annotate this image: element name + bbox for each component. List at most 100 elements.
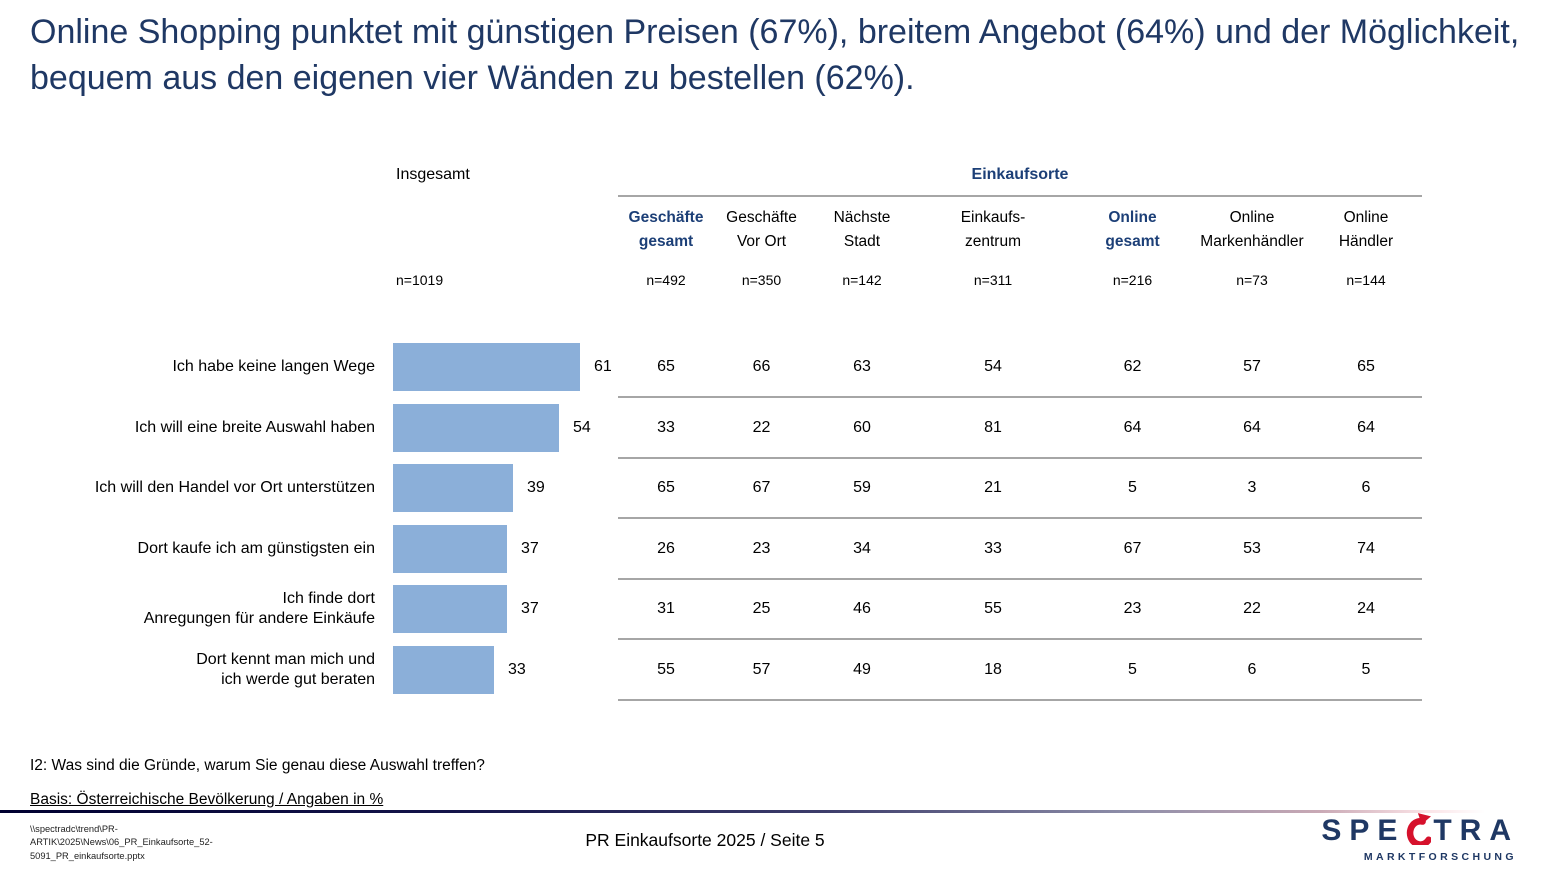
cell-value: 67 — [1123, 540, 1142, 558]
cell-value: 3 — [1247, 479, 1257, 497]
insgesamt-header: Insgesamt — [396, 166, 470, 183]
cell-value: 64 — [1123, 419, 1142, 437]
n-values-row: n=492 n=350 n=142 n=311 n=216 n=73 n=144 — [618, 272, 1422, 288]
table-row: Ich habe keine langen Wege 61 65 66 63 5… — [0, 337, 1547, 398]
n-value: n=350 — [741, 272, 782, 288]
row-values: 65 67 59 21 5 3 6 — [618, 458, 1422, 519]
n-value: n=144 — [1346, 272, 1386, 288]
cell-value: 25 — [752, 600, 771, 618]
cell-value: 65 — [657, 479, 675, 497]
row-label: Ich habe keine langen Wege — [172, 358, 375, 376]
cell-value: 55 — [657, 661, 675, 679]
n-value: n=311 — [973, 272, 1013, 288]
row-divider — [618, 396, 1422, 398]
column-headers: Geschäfte gesamt Geschäfte Vor Ort Nächs… — [618, 206, 1422, 254]
cell-value: 65 — [657, 358, 675, 376]
bar-value-label: 37 — [521, 600, 539, 618]
cell-value: 59 — [853, 479, 871, 497]
table-row: Ich will den Handel vor Ort unterstützen… — [0, 458, 1547, 519]
bar-group: 54 — [393, 398, 591, 459]
bar-value-label: 54 — [573, 419, 591, 437]
footer-divider — [0, 810, 1500, 813]
row-values: 31 25 46 55 23 22 24 — [618, 579, 1422, 640]
row-values: 55 57 49 18 5 6 5 — [618, 640, 1422, 701]
row-label: Dort kaufe ich am günstigsten ein — [137, 540, 375, 558]
row-label: Ich will den Handel vor Ort unterstützen — [94, 479, 375, 497]
cell-value: 74 — [1357, 540, 1375, 558]
row-values: 26 23 34 33 67 53 74 — [618, 519, 1422, 580]
bar — [393, 404, 559, 453]
bar — [393, 464, 513, 513]
bar-value-label: 37 — [521, 540, 539, 558]
cell-value: 57 — [752, 661, 771, 679]
logo-subtext: MARKTFORSCHUNG — [1363, 851, 1517, 863]
cell-value: 22 — [752, 419, 771, 437]
cell-value: 62 — [1123, 358, 1142, 376]
row-values: 33 22 60 81 64 64 64 — [618, 398, 1422, 459]
row-divider — [618, 638, 1422, 640]
cell-value: 5 — [1361, 661, 1371, 679]
n-value: n=142 — [842, 272, 882, 288]
bar — [393, 646, 494, 695]
cell-value: 22 — [1243, 600, 1261, 618]
cell-value: 23 — [752, 540, 771, 558]
cell-value: 60 — [853, 419, 871, 437]
bar-group: 37 — [393, 579, 539, 640]
group-header-divider — [618, 195, 1422, 197]
survey-question-note: I2: Was sind die Gründe, warum Sie genau… — [30, 757, 485, 774]
cell-value: 46 — [853, 600, 871, 618]
cell-value: 23 — [1123, 600, 1142, 618]
table-row: Dort kennt man mich und ich werde gut be… — [0, 640, 1547, 701]
table-row: Dort kaufe ich am günstigsten ein 37 26 … — [0, 519, 1547, 580]
cell-value: 33 — [657, 419, 675, 437]
cell-value: 81 — [984, 419, 1002, 437]
table-row: Ich will eine breite Auswahl haben 54 33… — [0, 398, 1547, 459]
cell-value: 18 — [984, 661, 1002, 679]
bar-group: 33 — [393, 640, 526, 701]
row-divider — [618, 699, 1422, 701]
einkaufsorte-group-header: Einkaufsorte — [971, 166, 1069, 183]
n-value: n=492 — [646, 272, 686, 288]
column-header: Online Händler — [1338, 209, 1394, 250]
bar — [393, 525, 507, 574]
bar-group: 39 — [393, 458, 545, 519]
cell-value: 26 — [657, 540, 675, 558]
cell-value: 57 — [1243, 358, 1261, 376]
n-value: n=73 — [1236, 272, 1268, 288]
logo-text-spe: SPE — [1321, 814, 1406, 847]
cell-value: 6 — [1361, 479, 1371, 497]
row-label: Ich finde dort Anregungen für andere Ein… — [143, 590, 375, 628]
logo-wordmark: SPE TRA — [1321, 813, 1519, 849]
column-header: Online Markenhändler — [1200, 209, 1304, 250]
cell-value: 53 — [1243, 540, 1261, 558]
file-path: \\spectradc\trend\PR-ARTIK\2025\News\06_… — [30, 824, 213, 861]
bar-group: 37 — [393, 519, 539, 580]
column-header: Nächste Stadt — [833, 209, 891, 250]
cell-value: 5 — [1128, 661, 1137, 679]
cell-value: 6 — [1247, 661, 1257, 679]
row-divider — [618, 578, 1422, 580]
column-header: Geschäfte gesamt — [628, 209, 704, 250]
table-row: Ich finde dort Anregungen für andere Ein… — [0, 579, 1547, 640]
cell-value: 5 — [1128, 479, 1137, 497]
column-header: Online gesamt — [1105, 209, 1160, 250]
row-divider — [618, 457, 1422, 459]
bar-value-label: 39 — [527, 479, 545, 497]
cell-value: 21 — [984, 479, 1002, 497]
cell-value: 31 — [657, 600, 675, 618]
bar-value-label: 33 — [508, 661, 526, 679]
cell-value: 63 — [853, 358, 871, 376]
cell-value: 65 — [1357, 358, 1375, 376]
cell-value: 49 — [853, 661, 871, 679]
insgesamt-n-value: n=1019 — [396, 272, 444, 288]
n-value: n=216 — [1112, 272, 1153, 288]
bar — [393, 585, 507, 634]
spectra-logo: SPE TRA MARKTFORSCHUNG — [1321, 813, 1519, 863]
row-label: Ich will eine breite Auswahl haben — [134, 419, 375, 437]
basis-note: Basis: Österreichische Bevölkerung / Ang… — [30, 791, 384, 808]
cell-value: 54 — [984, 358, 1002, 376]
cell-value: 55 — [984, 600, 1002, 618]
cell-value: 24 — [1357, 600, 1375, 618]
cell-value: 66 — [752, 358, 771, 376]
